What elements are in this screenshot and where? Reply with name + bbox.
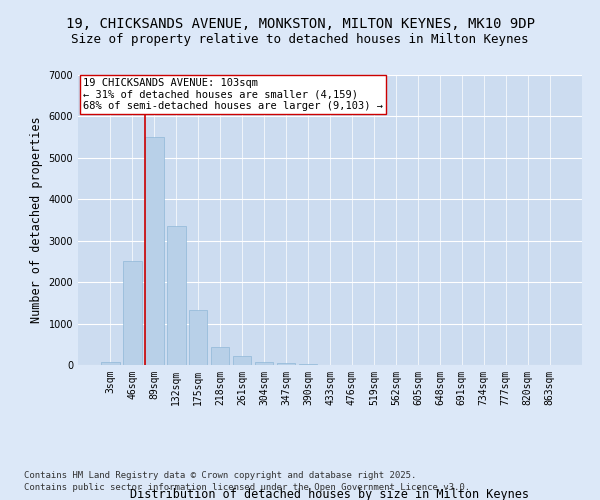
Bar xyxy=(211,347,229,365)
Bar xyxy=(189,310,208,365)
Text: 19, CHICKSANDS AVENUE, MONKSTON, MILTON KEYNES, MK10 9DP: 19, CHICKSANDS AVENUE, MONKSTON, MILTON … xyxy=(65,18,535,32)
X-axis label: Distribution of detached houses by size in Milton Keynes: Distribution of detached houses by size … xyxy=(131,488,530,500)
Bar xyxy=(277,364,295,365)
Bar xyxy=(167,226,185,365)
Text: Contains HM Land Registry data © Crown copyright and database right 2025.: Contains HM Land Registry data © Crown c… xyxy=(24,471,416,480)
Bar xyxy=(101,362,119,365)
Bar xyxy=(255,362,274,365)
Y-axis label: Number of detached properties: Number of detached properties xyxy=(30,116,43,324)
Text: Size of property relative to detached houses in Milton Keynes: Size of property relative to detached ho… xyxy=(71,32,529,46)
Bar xyxy=(123,262,142,365)
Bar xyxy=(145,137,164,365)
Bar xyxy=(299,364,317,365)
Text: Contains public sector information licensed under the Open Government Licence v3: Contains public sector information licen… xyxy=(24,484,470,492)
Bar xyxy=(233,356,251,365)
Text: 19 CHICKSANDS AVENUE: 103sqm
← 31% of detached houses are smaller (4,159)
68% of: 19 CHICKSANDS AVENUE: 103sqm ← 31% of de… xyxy=(83,78,383,111)
